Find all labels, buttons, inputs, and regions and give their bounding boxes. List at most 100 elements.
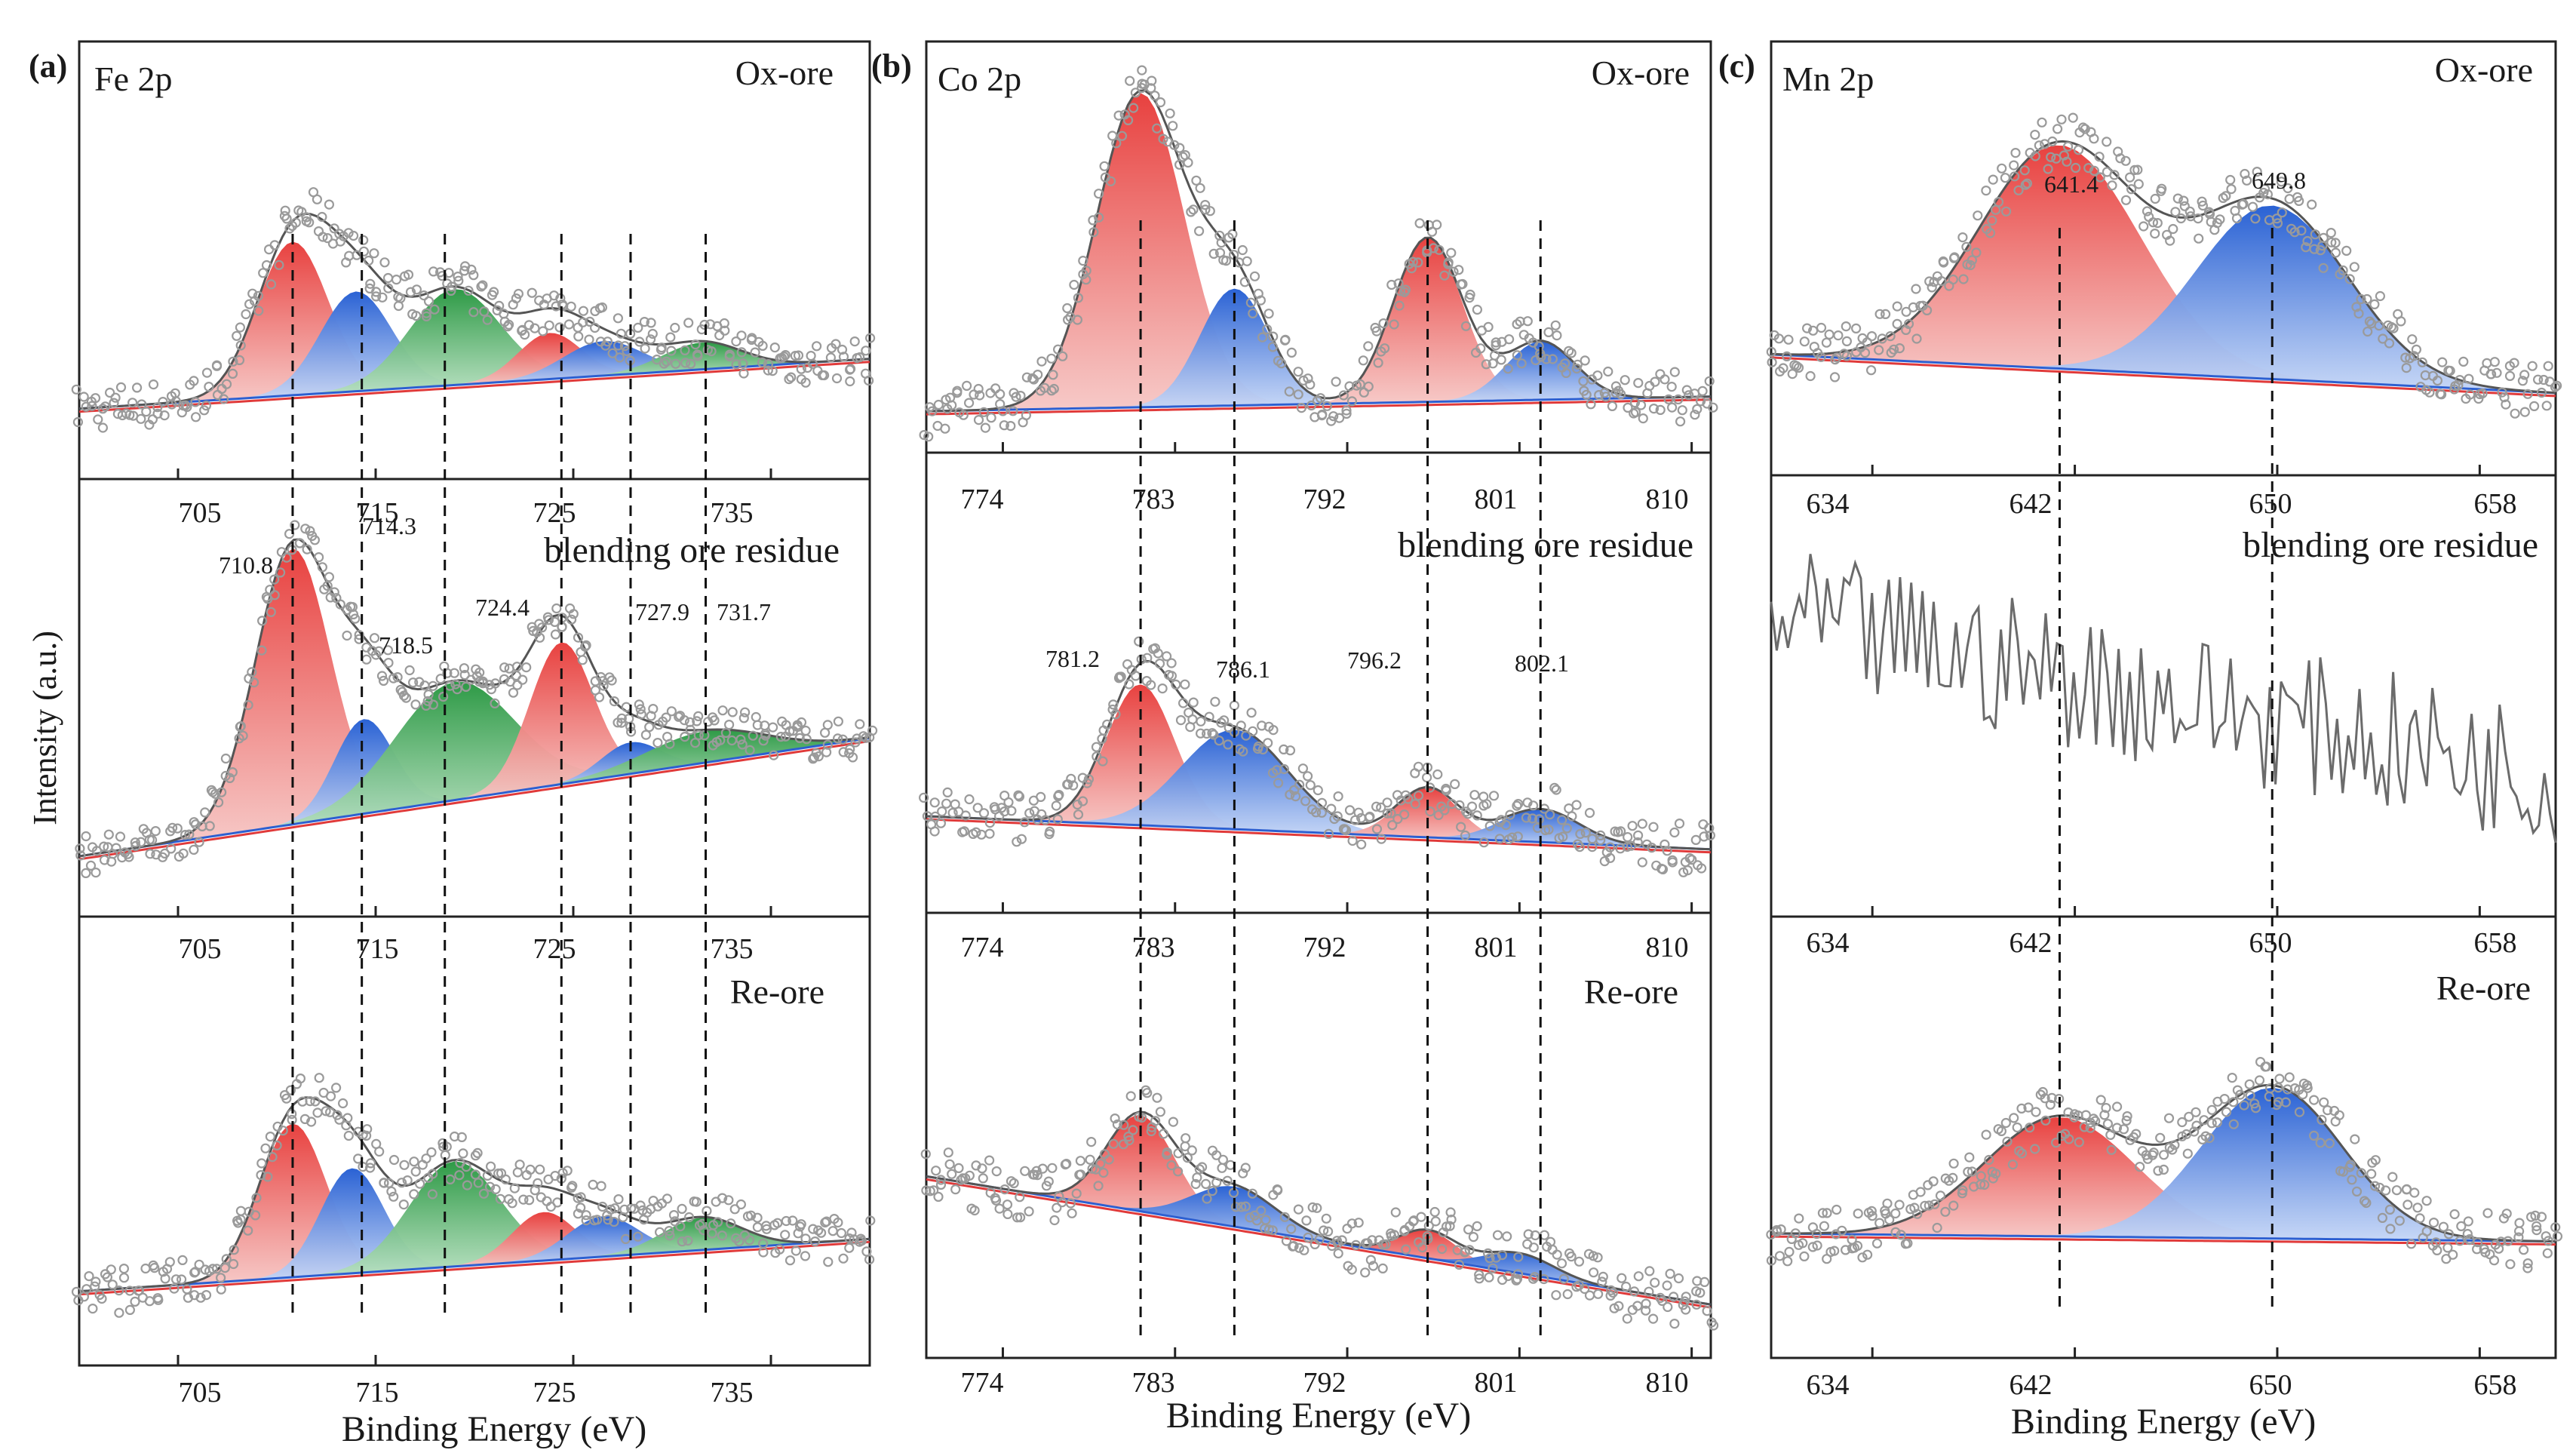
data-point <box>1584 807 1595 819</box>
data-point <box>454 1170 465 1181</box>
data-point <box>173 851 184 862</box>
data-point <box>1067 1208 1077 1218</box>
data-point <box>1124 1135 1134 1146</box>
data-point <box>1153 648 1163 659</box>
data-point <box>243 699 253 711</box>
data-point <box>512 680 523 690</box>
data-point <box>2053 124 2063 134</box>
data-point <box>1932 1222 1942 1233</box>
data-point <box>1766 346 1776 357</box>
data-point <box>2133 179 2144 189</box>
data-point <box>371 1138 382 1150</box>
data-point <box>1841 351 1852 361</box>
data-point <box>644 722 655 733</box>
data-point <box>317 562 327 573</box>
data-point <box>118 1273 130 1283</box>
data-point <box>1630 407 1641 418</box>
data-point <box>1662 1280 1672 1291</box>
data-point <box>361 1130 372 1141</box>
data-point <box>1648 1313 1659 1324</box>
data-point <box>596 1181 606 1191</box>
data-point <box>1168 1117 1179 1127</box>
data-point <box>648 703 659 714</box>
data-point <box>844 1233 855 1244</box>
data-point <box>1329 813 1340 825</box>
data-point <box>137 399 147 410</box>
data-point <box>1049 1215 1060 1226</box>
data-point <box>1594 389 1604 401</box>
data-point <box>106 1264 116 1275</box>
data-point <box>482 1170 493 1181</box>
panel-frame <box>78 40 871 1367</box>
data-point <box>1210 696 1220 707</box>
data-point <box>635 1200 646 1211</box>
data-point <box>2158 1164 2169 1175</box>
data-point <box>148 379 159 390</box>
data-point <box>127 398 138 408</box>
data-point <box>1137 65 1147 75</box>
data-point <box>1394 300 1405 311</box>
data-point <box>2204 1132 2215 1144</box>
data-point <box>1142 653 1153 663</box>
data-point <box>291 1079 302 1089</box>
data-point <box>1690 410 1700 420</box>
tick-label: 774 <box>961 1367 1004 1399</box>
data-point <box>1252 743 1263 754</box>
data-point <box>2536 387 2547 398</box>
data-point <box>1263 1224 1274 1235</box>
data-point <box>1205 206 1215 217</box>
data-point <box>2228 1119 2239 1129</box>
tick-label: 705 <box>179 933 222 965</box>
sample-label-re-ore: Re-ore <box>2436 969 2531 1007</box>
data-point <box>1110 1113 1120 1124</box>
data-point <box>388 1154 400 1166</box>
data-point <box>1468 1231 1479 1243</box>
data-point <box>2309 1130 2320 1141</box>
data-point <box>229 1245 239 1255</box>
data-point <box>1093 212 1104 223</box>
data-point <box>477 280 488 290</box>
data-point <box>278 1126 288 1136</box>
data-point <box>1006 806 1017 816</box>
data-point <box>1552 330 1562 341</box>
data-point <box>1909 1203 1920 1213</box>
data-point <box>1930 1199 1940 1209</box>
data-point <box>2349 262 2360 272</box>
data-point <box>1604 842 1616 852</box>
baseline-line <box>78 736 870 858</box>
data-point <box>652 737 663 748</box>
data-point <box>806 351 816 361</box>
data-point <box>2363 326 2373 337</box>
data-point <box>251 1193 262 1203</box>
data-point <box>534 632 545 643</box>
data-point <box>281 1093 292 1104</box>
data-point <box>1786 1233 1797 1245</box>
data-point <box>1377 1263 1388 1274</box>
data-point <box>1580 828 1591 838</box>
data-point <box>1137 78 1147 89</box>
tick-label: 783 <box>1132 1367 1175 1399</box>
data-point <box>950 1184 961 1195</box>
data-point <box>960 810 971 821</box>
data-point <box>453 275 464 286</box>
data-point <box>1410 798 1420 809</box>
data-point <box>1196 1162 1208 1172</box>
data-point <box>598 680 609 691</box>
data-point <box>447 281 457 292</box>
data-point <box>1237 244 1248 256</box>
data-point <box>2335 269 2345 280</box>
data-point <box>2030 130 2040 140</box>
data-point <box>411 311 422 321</box>
data-point <box>1125 1091 1136 1101</box>
data-point <box>1613 1301 1624 1311</box>
data-point <box>1699 831 1709 842</box>
data-point <box>410 699 421 710</box>
tick-label: 810 <box>1646 1367 1689 1399</box>
data-point <box>1273 1185 1283 1196</box>
data-point <box>707 1228 717 1239</box>
data-point <box>2280 1097 2291 1107</box>
data-point <box>1516 358 1527 369</box>
data-point <box>2541 401 2552 411</box>
data-point <box>1128 103 1139 113</box>
data-point <box>404 665 415 676</box>
